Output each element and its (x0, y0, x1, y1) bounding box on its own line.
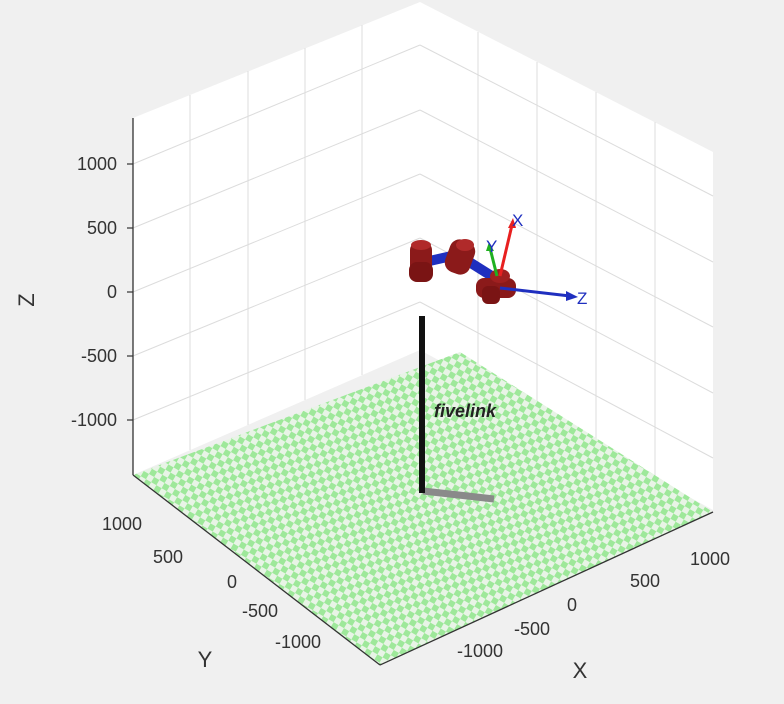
frame-z-axis (499, 286, 571, 298)
x-tick-label: -500 (514, 619, 550, 639)
y-tick-label: 500 (153, 547, 183, 567)
x-axis-label: X (573, 658, 588, 683)
base-shadow (422, 487, 495, 503)
frame-x-label: X (512, 211, 523, 230)
checkerboard-floor (133, 352, 713, 665)
frame-x-arrowhead (508, 218, 516, 228)
robot-name-label: fivelink (434, 401, 497, 421)
z-tick-label: 500 (87, 218, 117, 238)
joint-cylinder (482, 286, 500, 304)
robot-base (419, 316, 495, 503)
z-tick-label: 1000 (77, 154, 117, 174)
y-tick-label: -1000 (275, 632, 321, 652)
z-tick-marks (127, 163, 133, 421)
frame-y-arrowhead (486, 242, 494, 251)
wall-grid (132, 25, 714, 478)
joint-cap (411, 240, 431, 250)
y-tick-label: 1000 (102, 514, 142, 534)
z-axis-label: Z (14, 293, 39, 306)
frame-z-label: Z (577, 289, 587, 308)
frame-y-label: Y (486, 237, 497, 256)
back-wall-left (133, 2, 420, 475)
frame-x-axis (498, 224, 514, 277)
y-tick-label: 0 (227, 572, 237, 592)
joint-cap (456, 239, 474, 251)
frame-y-axis (488, 247, 499, 277)
z-tick-label: -500 (81, 346, 117, 366)
z-tick-label: 0 (107, 282, 117, 302)
joint-cylinder (409, 262, 433, 282)
axis-frame (132, 118, 714, 666)
y-tick-label: -500 (242, 601, 278, 621)
x-tick-label: 500 (630, 571, 660, 591)
x-tick-label: -1000 (457, 641, 503, 661)
x-tick-label: 0 (567, 595, 577, 615)
x-tick-label: 1000 (690, 549, 730, 569)
frame-z-arrowhead (566, 291, 578, 301)
y-axis-label: Y (198, 647, 213, 672)
z-tick-label: -1000 (71, 410, 117, 430)
end-effector-frame (486, 218, 578, 301)
